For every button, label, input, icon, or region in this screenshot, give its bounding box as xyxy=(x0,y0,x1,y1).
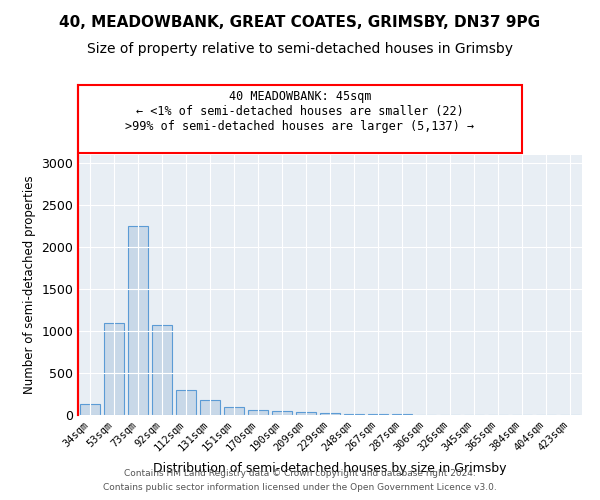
Bar xyxy=(344,414,364,415)
Bar xyxy=(176,390,196,415)
Text: Contains HM Land Registry data © Crown copyright and database right 2024.: Contains HM Land Registry data © Crown c… xyxy=(124,468,476,477)
Bar xyxy=(200,400,220,415)
Bar xyxy=(320,414,340,415)
Bar xyxy=(224,408,244,415)
Bar xyxy=(80,404,100,415)
Text: 40 MEADOWBANK: 45sqm
← <1% of semi-detached houses are smaller (22)
>99% of semi: 40 MEADOWBANK: 45sqm ← <1% of semi-detac… xyxy=(125,90,475,133)
Bar xyxy=(368,414,388,415)
Y-axis label: Number of semi-detached properties: Number of semi-detached properties xyxy=(23,176,36,394)
Bar xyxy=(104,322,124,415)
Text: Contains public sector information licensed under the Open Government Licence v3: Contains public sector information licen… xyxy=(103,484,497,492)
Text: 40, MEADOWBANK, GREAT COATES, GRIMSBY, DN37 9PG: 40, MEADOWBANK, GREAT COATES, GRIMSBY, D… xyxy=(59,15,541,30)
Bar xyxy=(248,410,268,415)
Bar xyxy=(272,411,292,415)
Bar xyxy=(152,326,172,415)
Bar xyxy=(128,226,148,415)
Text: Size of property relative to semi-detached houses in Grimsby: Size of property relative to semi-detach… xyxy=(87,42,513,56)
Bar xyxy=(296,412,316,415)
X-axis label: Distribution of semi-detached houses by size in Grimsby: Distribution of semi-detached houses by … xyxy=(153,462,507,475)
Bar xyxy=(392,414,412,415)
